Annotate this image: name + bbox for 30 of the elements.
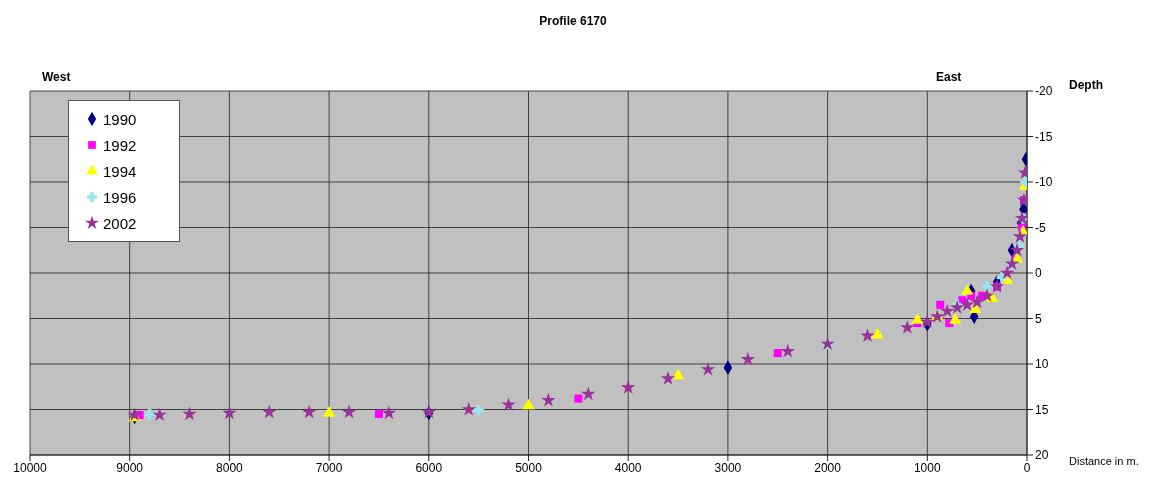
y-tick-label: 0 bbox=[1035, 266, 1042, 281]
text: West bbox=[42, 70, 71, 84]
x-tick-label: 4000 bbox=[614, 460, 642, 475]
y-tick-label: 15 bbox=[1035, 402, 1049, 417]
text: East bbox=[936, 70, 962, 84]
y-tick-label: -10 bbox=[1035, 175, 1053, 190]
x-tick-label: 9000 bbox=[116, 460, 144, 475]
x-tick-label: 6000 bbox=[415, 460, 443, 475]
legend-label: 1990 bbox=[103, 110, 137, 128]
legend-label: 1992 bbox=[103, 136, 137, 154]
x-tick-label: 8000 bbox=[216, 460, 244, 475]
x-tick-label: 10000 bbox=[13, 460, 48, 475]
legend-label: 2002 bbox=[103, 214, 137, 232]
legend-label: 1994 bbox=[103, 162, 137, 180]
y-tick-label: 5 bbox=[1035, 311, 1042, 326]
x-tick-label: 5000 bbox=[515, 460, 543, 475]
x-tick-label: 2000 bbox=[814, 460, 842, 475]
chart-title: Profile 6170 bbox=[538, 14, 608, 28]
y-tick-label: -15 bbox=[1035, 129, 1053, 144]
y-tick-label: 20 bbox=[1035, 448, 1049, 463]
y-tick-label: 10 bbox=[1035, 357, 1049, 372]
x-tick-label: 1000 bbox=[913, 460, 941, 475]
x-tick-label: 3000 bbox=[714, 460, 742, 475]
legend-label: 1996 bbox=[103, 188, 137, 206]
y-tick-label: -5 bbox=[1035, 220, 1046, 235]
y-axis-title: Depth bbox=[1069, 78, 1103, 92]
x-tick-label: 7000 bbox=[315, 460, 343, 475]
x-axis-title: Distance in m. bbox=[1069, 455, 1139, 467]
x-tick-label: 0 bbox=[1023, 460, 1031, 475]
y-tick-label: -20 bbox=[1035, 84, 1053, 99]
